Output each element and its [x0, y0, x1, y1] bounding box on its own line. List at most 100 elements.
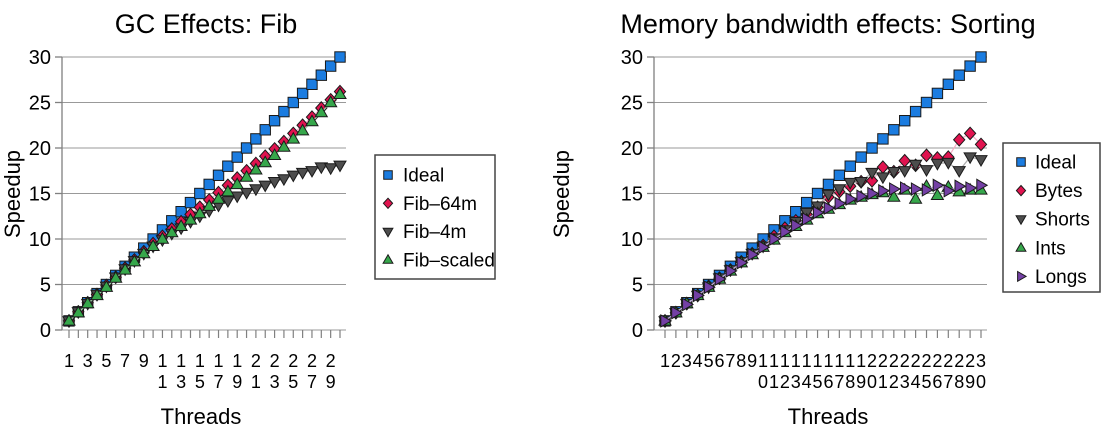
marker-Longs: [856, 189, 869, 204]
marker-Longs: [725, 264, 738, 278]
legend-box: [374, 154, 496, 280]
x-tick-label: 5: [101, 351, 111, 371]
x-tick-label: 8: [954, 372, 964, 392]
x-tick-label: 1: [214, 351, 224, 371]
marker-Longs: [976, 178, 989, 193]
marker-Longs: [758, 240, 771, 255]
marker-Ints: [886, 189, 901, 202]
legend-item-label: Ints: [1035, 238, 1066, 259]
marker-Ideal: [250, 133, 262, 145]
marker-Fib–scaled: [286, 131, 301, 144]
legend-item-label: Fib–scaled: [403, 250, 495, 271]
marker-Fib–4m: [286, 170, 301, 183]
marker-Ints: [930, 188, 945, 200]
x-tick-label: 1: [845, 351, 855, 371]
y-tick-label: 0: [632, 320, 643, 342]
legend-item-Fib–64m: Fib–64m: [382, 194, 477, 215]
marker-Ideal: [184, 196, 197, 209]
marker-Ideal: [278, 105, 290, 118]
marker-Fib–scaled: [155, 231, 170, 244]
marker-Shorts: [865, 167, 879, 180]
marker-Longs: [747, 247, 760, 262]
marker-Fib–4m: [267, 177, 282, 189]
x-tick-label: 9: [965, 372, 975, 392]
x-tick-label: 1: [791, 351, 801, 371]
x-tick-label: 1: [813, 351, 823, 371]
legend-item-label: Shorts: [1035, 210, 1090, 231]
marker-Ideal: [866, 142, 878, 154]
marker-Ideal: [855, 151, 867, 163]
legend-item-Ideal: Ideal: [1016, 153, 1076, 174]
marker-Shorts: [941, 157, 956, 170]
marker-Ideal: [888, 124, 900, 136]
y-tick-label: 5: [632, 275, 643, 297]
marker-Longs: [845, 192, 858, 206]
marker-Longs: [693, 288, 705, 303]
x-tick-label: 0: [867, 372, 877, 392]
y-tick-label: 10: [621, 229, 643, 251]
y-tick-label: 15: [29, 184, 51, 206]
marker-Fib–scaled: [230, 177, 245, 190]
x-tick-label: 8: [736, 351, 746, 371]
marker-Bytes: [974, 137, 988, 152]
marker-Fib–scaled: [183, 212, 198, 225]
marker-Fib–scaled: [202, 198, 217, 211]
marker-Fib–scaled: [277, 139, 291, 152]
marker-Bytes: [920, 148, 933, 163]
x-tick-label: 4: [802, 372, 812, 392]
marker-Fib–scaled: [249, 162, 263, 175]
legend-item-Ideal: Ideal: [383, 166, 444, 187]
x-tick-label: 0: [758, 372, 768, 392]
marker-Ideal: [268, 115, 281, 127]
marker-Fib–4m: [277, 174, 291, 187]
marker-Longs: [921, 183, 934, 197]
legend: Ideal Fib–64m Fib–4m Fib–scaled: [374, 154, 496, 280]
x-tick-label: 0: [976, 372, 986, 392]
x-tick-label: 3: [976, 351, 986, 371]
x-tick-label: 4: [693, 351, 703, 371]
marker-Longs: [671, 305, 684, 320]
x-tick-label: 2: [307, 351, 317, 371]
marker-Fib–4m: [239, 187, 254, 200]
marker-Fib–scaled: [80, 296, 95, 309]
x-tick-label: 7: [943, 372, 953, 392]
marker-Longs: [954, 179, 967, 194]
triangle-up-icon: [382, 253, 394, 264]
marker-Fib–4m: [323, 163, 338, 176]
x-tick-label: 6: [932, 372, 942, 392]
marker-Ideal: [315, 69, 328, 81]
marker-Fib–4m: [314, 162, 329, 175]
marker-Fib–scaled: [108, 270, 123, 283]
marker-Ideal: [222, 160, 234, 172]
marker-Shorts: [886, 167, 901, 179]
x-tick-label: 5: [195, 372, 205, 392]
x-tick-label: 5: [288, 372, 298, 392]
marker-Longs: [823, 201, 836, 215]
triangle-up-icon: [1015, 241, 1027, 252]
marker-Shorts: [919, 165, 934, 178]
marker-Shorts: [832, 184, 847, 197]
x-tick-label: 2: [878, 351, 888, 371]
marker-Longs: [889, 182, 902, 196]
x-tick-label: 9: [139, 351, 149, 371]
x-tick-label: 3: [176, 372, 186, 392]
legend-item-label: Fib–4m: [403, 222, 466, 243]
marker-Longs: [834, 196, 847, 211]
marker-Ideal: [194, 187, 206, 200]
marker-Ideal: [324, 60, 337, 72]
x-tick-label: 2: [965, 351, 975, 371]
legend-item-Fib–scaled: Fib–scaled: [382, 250, 495, 271]
marker-Fib–scaled: [267, 148, 282, 160]
marker-Fib–scaled: [258, 155, 273, 168]
marker-Shorts: [876, 172, 890, 185]
marker-Ideal: [800, 196, 813, 209]
marker-Ideal: [259, 124, 271, 136]
marker-Fib–scaled: [71, 305, 86, 318]
marker-Fib–scaled: [295, 123, 310, 136]
marker-Bytes: [865, 173, 879, 188]
square-icon: [383, 170, 393, 180]
x-tick-label: 7: [834, 372, 844, 392]
x-tick-label: 2: [867, 351, 877, 371]
marker-Shorts: [843, 177, 858, 190]
x-tick-label: 5: [922, 372, 932, 392]
